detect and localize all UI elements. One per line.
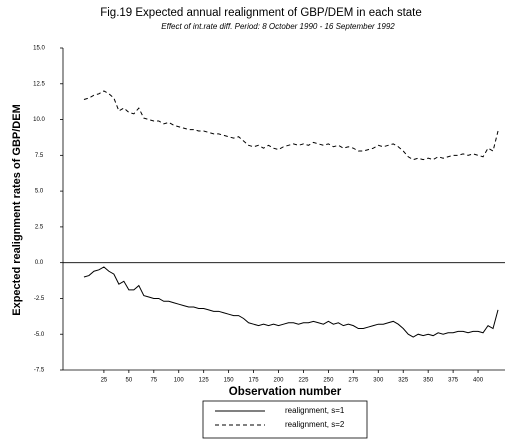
x-tick-label: 150: [224, 378, 235, 384]
series-line: [83, 266, 499, 338]
x-tick-label: 375: [448, 378, 459, 384]
y-tick-label: -5.0: [34, 332, 45, 338]
x-tick-label: 75: [150, 378, 157, 384]
x-tick-label: 250: [323, 378, 334, 384]
x-tick-label: 400: [473, 378, 484, 384]
y-tick-label: 15.0: [33, 46, 45, 52]
x-tick-label: 300: [373, 378, 384, 384]
legend-label: realignment, s=2: [285, 420, 345, 429]
series-line: [83, 90, 499, 161]
y-tick-label: -7.5: [34, 368, 45, 374]
y-tick-label: 2.5: [35, 224, 44, 230]
x-tick-label: 50: [126, 378, 133, 384]
x-tick-label: 325: [398, 378, 409, 384]
x-tick-label: 25: [101, 378, 108, 384]
legend-box: [202, 400, 368, 439]
x-tick-label: 275: [348, 378, 359, 384]
x-tick-label: 125: [199, 378, 210, 384]
chart-subtitle: Effect of int.rate diff. Period: 8 Octob…: [161, 22, 395, 31]
chart-title: Fig.19 Expected annual realignment of GB…: [100, 7, 422, 19]
y-tick-label: 10.0: [33, 117, 45, 123]
legend-label: realignment, s=1: [285, 406, 345, 415]
y-axis-label: Expected realignment rates of GBP/DEM: [11, 104, 23, 316]
x-tick-label: 350: [423, 378, 434, 384]
x-tick-label: 225: [298, 378, 309, 384]
y-tick-label: 7.5: [35, 153, 44, 159]
y-tick-label: 12.5: [33, 81, 45, 87]
y-tick-label: 0.0: [35, 260, 44, 266]
x-tick-label: 200: [274, 378, 285, 384]
x-tick-label: 100: [174, 378, 185, 384]
y-tick-label: 5.0: [35, 189, 44, 195]
x-axis-label: Observation number: [229, 386, 342, 398]
y-tick-label: -2.5: [34, 296, 45, 302]
x-tick-label: 175: [249, 378, 260, 384]
